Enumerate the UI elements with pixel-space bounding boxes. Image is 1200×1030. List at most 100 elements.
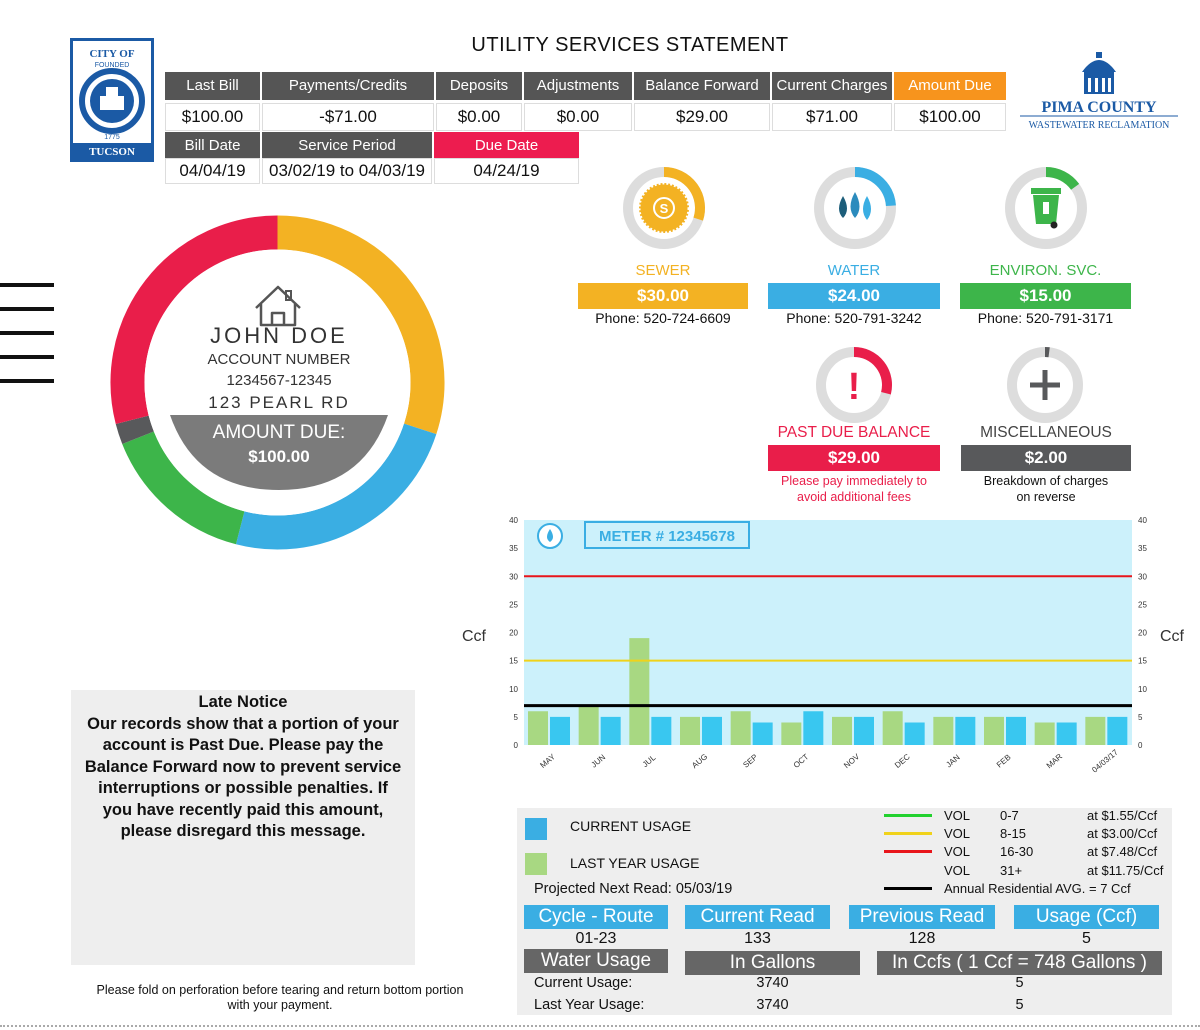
water-label: WATER	[827, 262, 881, 279]
svg-text:S: S	[660, 201, 669, 216]
x-tick-label: MAR	[1045, 752, 1065, 770]
y-axis-label-left: Ccf	[462, 628, 486, 645]
rate-range: 16-30	[1000, 844, 1034, 859]
current-usage-ccfs: 5	[1015, 975, 1024, 991]
x-tick-label: DEC	[893, 752, 912, 770]
y-tick-label: 30	[1138, 572, 1147, 581]
service-arc	[1045, 167, 1080, 191]
y-tick-label: 25	[1138, 600, 1147, 609]
x-tick-label: OCT	[792, 752, 811, 770]
y-tick-label: 20	[509, 629, 518, 638]
donut-segment-sewer	[277, 215, 445, 435]
current-usage-legend: CURRENT USAGE	[570, 818, 692, 834]
exclamation-icon: !	[816, 347, 892, 423]
misc-note-line2: on reverse	[1016, 490, 1076, 504]
y-tick-label: 0	[1138, 741, 1143, 750]
city-of-tucson-logo: CITY OF FOUNDED 1775 TUCSON	[70, 38, 154, 162]
balance-forward-value: $29.00	[634, 103, 770, 131]
rate-price: at $7.48/Ccf	[1087, 844, 1158, 859]
late-notice-line: you have recently paid this amount,	[102, 800, 384, 819]
fold-note: Please fold on perforation before tearin…	[70, 983, 490, 1013]
bar-last-year	[781, 722, 802, 745]
svg-text:!: !	[848, 366, 861, 408]
environ-amount: $15.00	[960, 283, 1131, 309]
last-year-swatch	[525, 853, 547, 875]
rate-price: at $11.75/Ccf	[1087, 863, 1164, 878]
service-period-label: Service Period	[262, 132, 432, 160]
account-number-label: ACCOUNT NUMBER	[207, 351, 350, 368]
past-due-note-line1: Please pay immediately to	[781, 474, 927, 488]
bar-last-year	[1085, 716, 1106, 745]
late-notice-line: interruptions or possible penalties. If	[98, 779, 388, 797]
bar-current	[955, 716, 976, 745]
bar-last-year	[984, 716, 1004, 745]
late-notice-title: Late Notice	[198, 693, 288, 711]
rate-line-avg	[884, 887, 932, 890]
late-notice: Late Notice Our records show that a port…	[71, 690, 415, 965]
sewer-phone: Phone: 520-724-6609	[595, 310, 731, 326]
bar-current	[651, 716, 672, 745]
account-donut: JOHN DOE ACCOUNT NUMBER 1234567-12345 12…	[110, 215, 445, 550]
svg-text:TUCSON: TUCSON	[89, 146, 135, 158]
perforation-line	[0, 1025, 1200, 1027]
svg-text:CITY OF: CITY OF	[89, 48, 134, 60]
amount-due-label: Amount Due	[894, 72, 1006, 100]
x-tick-label: AUG	[690, 752, 709, 770]
y-axis-label-right: Ccf	[1160, 628, 1184, 645]
service-period-value: 03/02/19 to 04/03/19	[262, 158, 432, 184]
usage-ccf-header: Usage (Ccf)	[1014, 905, 1159, 929]
misc-amount: $2.00	[961, 445, 1131, 471]
meter-label: METER # 12345678	[599, 528, 735, 545]
current-usage-row-label: Current Usage:	[534, 975, 633, 991]
cycle-route-value: 01-23	[575, 930, 617, 947]
water-drops-icon	[814, 167, 896, 249]
rate-range: 0-7	[1000, 808, 1019, 823]
current-read-value: 133	[744, 930, 771, 947]
rate-range: 8-15	[1000, 826, 1027, 841]
current-read-header: Current Read	[685, 905, 830, 929]
svg-text:WASTEWATER RECLAMATION: WASTEWATER RECLAMATION	[1029, 120, 1170, 131]
sewer-amount: $30.00	[578, 283, 748, 309]
donut-segment-past_due	[110, 215, 278, 425]
misc-label: MISCELLANEOUS	[980, 424, 1112, 441]
trash-bin-icon	[1005, 167, 1087, 249]
service-arc	[663, 167, 705, 221]
y-tick-label: 15	[1138, 657, 1147, 666]
fold-note-line2: with your payment.	[227, 998, 333, 1012]
y-tick-label: 10	[1138, 685, 1147, 694]
house-icon	[255, 285, 301, 327]
rate-line-green	[884, 814, 932, 817]
payments-credits-value: -$71.00	[262, 103, 434, 131]
y-tick-label: 15	[509, 657, 518, 666]
bar-last-year	[629, 638, 650, 745]
sewer-label: SEWER	[635, 262, 691, 279]
bar-current	[1006, 716, 1026, 745]
current-charges-label: Current Charges	[772, 72, 892, 100]
water-phone: Phone: 520-791-3242	[786, 310, 922, 326]
current-charges-value: $71.00	[772, 103, 892, 131]
y-tick-label: 5	[514, 713, 519, 722]
bar-last-year	[730, 711, 751, 745]
y-tick-label: 35	[509, 544, 518, 553]
rate-line-yellow	[884, 832, 932, 835]
fold-note-line1: Please fold on perforation before tearin…	[96, 983, 464, 997]
adjustments-value: $0.00	[524, 103, 632, 131]
bar-current	[550, 716, 570, 745]
x-tick-label: JUL	[641, 753, 658, 769]
deposits-label: Deposits	[436, 72, 522, 100]
previous-read-header: Previous Read	[849, 905, 995, 929]
adjustments-label: Adjustments	[524, 72, 632, 100]
rate-price: at $1.55/Ccf	[1087, 808, 1158, 823]
misc-note: Breakdown of charges on reverse	[961, 473, 1131, 505]
bar-last-year	[578, 705, 599, 745]
account-address: 123 PEARL RD	[208, 393, 349, 412]
cycle-route-header: Cycle - Route	[524, 905, 668, 929]
payments-credits-label: Payments/Credits	[262, 72, 434, 100]
amount-due-total: $100.00	[248, 447, 309, 466]
rate-price: at $3.00/Ccf	[1087, 826, 1158, 841]
late-notice-line: Balance Forward now to prevent service	[84, 757, 402, 776]
in-gallons-header: In Gallons	[685, 951, 860, 975]
x-tick-label: NOV	[842, 752, 862, 770]
service-arc	[853, 347, 892, 395]
last-year-gallons: 3740	[756, 997, 789, 1013]
